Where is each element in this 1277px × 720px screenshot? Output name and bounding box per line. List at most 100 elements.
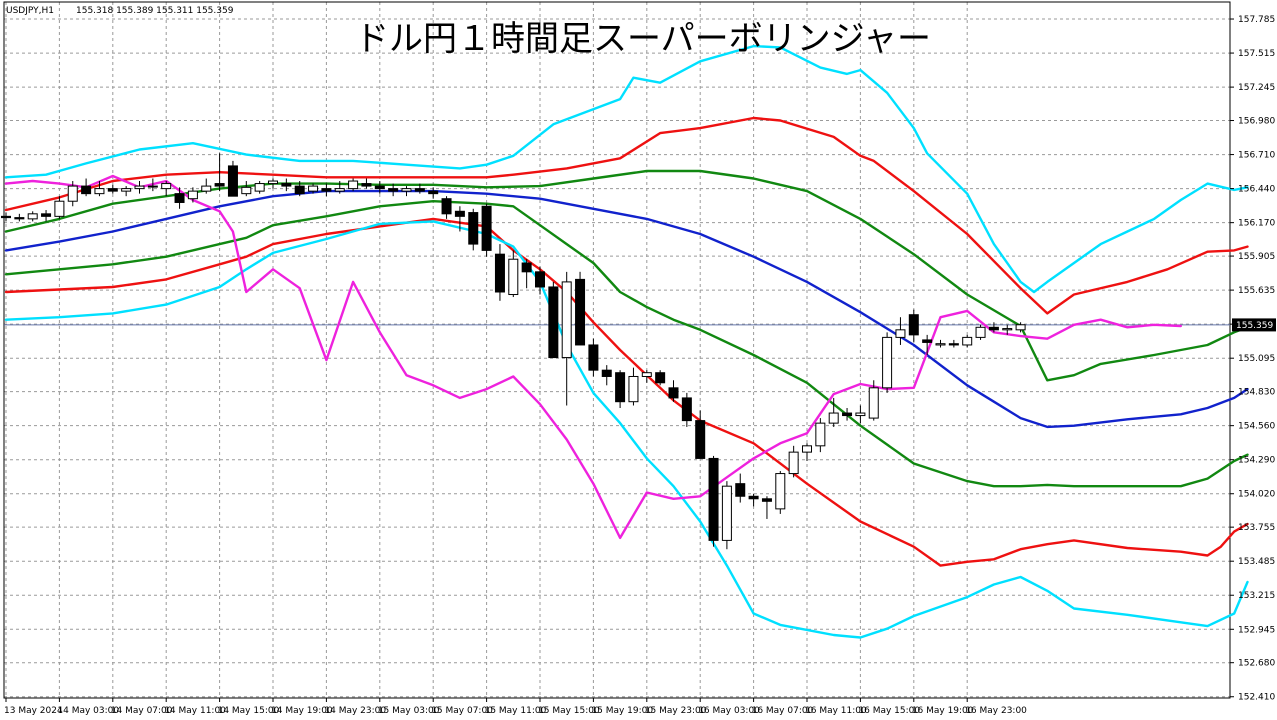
y-tick-label: 157.245: [1238, 83, 1275, 93]
candle-body-up: [348, 180, 359, 190]
y-tick-label: 152.410: [1238, 693, 1275, 703]
x-tick-label: 14 May 19:00: [271, 706, 333, 716]
candle: [561, 271, 572, 406]
candle: [268, 178, 278, 189]
y-tick-label: 157.515: [1238, 49, 1275, 59]
candle: [348, 178, 359, 192]
candle: [535, 266, 545, 295]
candle: [908, 309, 919, 343]
candle-body-down: [227, 165, 238, 197]
candle-body-down: [441, 198, 452, 215]
candle: [134, 181, 145, 194]
candle: [882, 332, 893, 393]
x-tick-label: 14 May 07:00: [111, 706, 173, 716]
candle-body-up: [882, 336, 893, 389]
x-tick-label: 15 May 03:00: [378, 706, 440, 716]
candle-body-up: [27, 213, 38, 220]
y-tick-label: 154.020: [1238, 490, 1275, 500]
candle: [575, 271, 586, 346]
candle: [334, 181, 345, 194]
current-price-value: 155.359: [1236, 321, 1273, 331]
candle-body-down: [1, 215, 11, 219]
candle: [454, 206, 465, 232]
candle: [414, 183, 425, 194]
candle: [655, 370, 666, 386]
y-tick-label: 156.440: [1238, 185, 1275, 195]
candle-body-up: [201, 185, 212, 192]
candle-body-up: [815, 422, 826, 447]
candle: [1, 212, 11, 222]
candle-body-up: [721, 485, 732, 541]
candle: [174, 187, 185, 209]
candle-body-up: [802, 445, 812, 453]
candle: [601, 365, 612, 386]
band-line: [4, 189, 1249, 429]
candle-body-up: [308, 185, 319, 192]
y-tick-label: 153.215: [1238, 591, 1275, 601]
candle-body-down: [107, 188, 118, 192]
candle-body-up: [628, 375, 639, 403]
y-tick-label: 153.755: [1238, 523, 1275, 533]
candle: [842, 408, 853, 421]
candle-body-up: [401, 188, 412, 192]
candle-body-down: [41, 213, 52, 217]
candle: [855, 405, 866, 424]
candle: [308, 183, 319, 194]
candle-body-down: [321, 188, 332, 192]
y-tick-label: 154.290: [1238, 456, 1275, 466]
candle: [775, 471, 786, 514]
candle: [588, 338, 599, 377]
candle: [147, 178, 158, 192]
y-tick-label: 153.485: [1238, 557, 1275, 567]
candle-body-down: [575, 278, 586, 346]
candle-body-down: [454, 210, 465, 217]
candle: [788, 445, 799, 478]
y-tick-label: 152.680: [1238, 659, 1275, 669]
y-tick-label: 155.095: [1238, 354, 1275, 364]
y-tick-label: 157.785: [1238, 15, 1275, 25]
candle: [27, 211, 38, 222]
y-tick-label: 152.945: [1238, 625, 1275, 635]
candle: [468, 208, 479, 251]
candle-body-up: [121, 188, 132, 192]
candle: [802, 443, 812, 461]
candle-body-down: [761, 498, 772, 502]
candle: [388, 183, 399, 197]
candle: [281, 178, 292, 192]
candle: [401, 186, 412, 197]
candle-body-up: [67, 185, 78, 202]
band-line: [4, 220, 1249, 639]
candle-body-up: [1002, 328, 1013, 331]
plot-frame: [3, 1, 1231, 699]
x-tick-label: 16 May 23:00: [965, 706, 1027, 716]
y-tick-label: 156.170: [1238, 219, 1275, 229]
y-tick-label: 155.905: [1238, 252, 1275, 262]
candle-body-down: [294, 185, 305, 195]
candle: [735, 473, 746, 503]
candle-body-down: [908, 314, 919, 336]
candle: [81, 178, 92, 197]
candle: [14, 213, 25, 222]
candle: [187, 187, 198, 203]
candle-body-up: [868, 387, 879, 419]
band-line: [4, 116, 1249, 315]
candle-body-up: [935, 343, 946, 346]
candle: [374, 181, 385, 194]
current-price-label: 155.359: [1232, 318, 1276, 332]
x-tick-label: 14 May 03:00: [57, 706, 119, 716]
candle: [988, 322, 999, 333]
candle-body-down: [948, 343, 959, 346]
candle: [748, 493, 759, 507]
candle-body-up: [94, 188, 105, 195]
x-tick-label: 15 May 07:00: [431, 706, 493, 716]
candle-body-down: [601, 369, 612, 377]
candle: [321, 183, 332, 197]
candle-body-up: [334, 188, 345, 192]
candle-body-down: [655, 372, 666, 384]
band-line: [4, 44, 1249, 294]
candle: [962, 334, 973, 348]
candle-body-down: [521, 262, 532, 273]
candle: [94, 181, 105, 197]
candle-body-down: [615, 372, 626, 403]
candle: [1002, 324, 1013, 335]
